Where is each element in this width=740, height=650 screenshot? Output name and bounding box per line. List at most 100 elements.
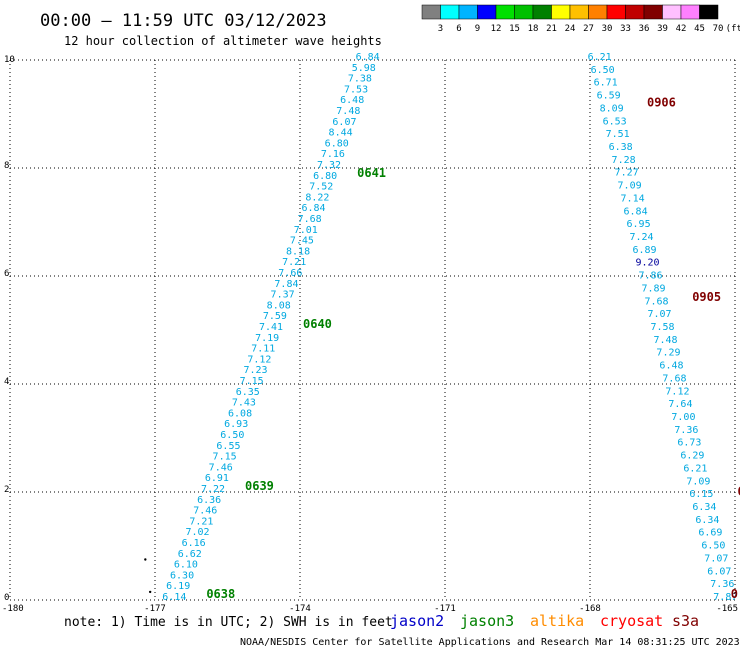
swh-value: 7.52 bbox=[309, 182, 333, 193]
swh-value: 6.84 bbox=[356, 52, 380, 63]
time-label: 090- bbox=[737, 484, 740, 498]
x-tick-label: -171 bbox=[434, 604, 456, 614]
colorbar-label: 45 bbox=[694, 24, 705, 34]
swh-value: 7.14 bbox=[621, 193, 645, 204]
time-label: 0905 bbox=[692, 290, 721, 304]
swh-value: 7.28 bbox=[612, 155, 636, 166]
satellite-legend: jason2 jason3 altika cryosat s3a bbox=[390, 612, 699, 630]
swh-value: 6.91 bbox=[205, 473, 229, 484]
colorbar-swatch bbox=[458, 4, 478, 20]
swh-value: 6.50 bbox=[220, 430, 244, 441]
time-labels: 0638 0639 0640 0641 0 090- 0905 0906 bbox=[206, 96, 740, 601]
swh-value: 7.02 bbox=[185, 527, 209, 538]
time-label: 0639 bbox=[245, 479, 274, 493]
swh-value: 7.86 bbox=[638, 271, 662, 282]
satellite-label: jason3 bbox=[460, 612, 514, 630]
colorbar-label: 24 bbox=[565, 24, 576, 34]
colorbar-label: 3 bbox=[438, 24, 443, 34]
swh-value: 7.68 bbox=[644, 296, 668, 307]
x-tick-label: -165 bbox=[716, 604, 738, 614]
swh-value: 6.29 bbox=[680, 451, 704, 462]
colorbar-label: (ft) bbox=[726, 24, 740, 34]
swh-value: 7.21 bbox=[282, 257, 306, 268]
swh-value: 7.58 bbox=[650, 322, 674, 333]
swh-value: 6.19 bbox=[166, 581, 190, 592]
swh-value: 6.84 bbox=[624, 206, 648, 217]
colorbar-swatch bbox=[662, 4, 682, 20]
swh-value: 7.23 bbox=[243, 365, 267, 376]
swh-value: 6.16 bbox=[182, 538, 206, 549]
colorbar-swatch bbox=[699, 4, 719, 20]
swh-value: 6.80 bbox=[325, 138, 349, 149]
swh-value: 9.20 bbox=[635, 258, 659, 269]
colorbar-swatch bbox=[643, 4, 663, 20]
x-tick-label: -177 bbox=[144, 604, 166, 614]
chart-title: 00:00 – 11:59 UTC 03/12/2023 bbox=[40, 11, 327, 31]
colorbar-swatch bbox=[625, 4, 645, 20]
swh-value: 6.55 bbox=[216, 441, 240, 452]
swh-value: 6.50 bbox=[701, 541, 725, 552]
swh-value: 7.48 bbox=[653, 335, 677, 346]
y-tick-label: 0 bbox=[4, 593, 9, 603]
swh-value: 7.48 bbox=[336, 106, 360, 117]
swh-value: 5.98 bbox=[352, 63, 376, 74]
swh-value: 8.18 bbox=[286, 246, 310, 257]
swh-value: 7.24 bbox=[630, 232, 654, 243]
swh-value: 7.41 bbox=[259, 322, 283, 333]
swh-value: 7.09 bbox=[686, 476, 710, 487]
time-label: 0 bbox=[731, 587, 738, 601]
swh-value: 6.30 bbox=[170, 570, 194, 581]
colorbar-label: 36 bbox=[639, 24, 650, 34]
swh-value: 6.93 bbox=[224, 419, 248, 430]
swh-value: 7.00 bbox=[671, 412, 695, 423]
swh-value: 7.84 bbox=[274, 279, 298, 290]
swh-value: 7.11 bbox=[251, 344, 275, 355]
swh-value: 7.53 bbox=[344, 84, 368, 95]
swh-value: 6.34 bbox=[692, 502, 716, 513]
y-axis-ticks: 0 2 4 6 8 10 bbox=[4, 55, 15, 603]
swh-value: 7.07 bbox=[704, 553, 728, 564]
swh-value: 8.08 bbox=[267, 300, 291, 311]
swh-value: 7.15 bbox=[213, 452, 237, 463]
swh-value: 7.68 bbox=[662, 373, 686, 384]
swh-value: 6.89 bbox=[633, 245, 657, 256]
swh-value: 6.50 bbox=[591, 65, 615, 76]
swh-value: 7.51 bbox=[606, 129, 630, 140]
colorbar-label: 18 bbox=[528, 24, 539, 34]
swh-value: 7.15 bbox=[240, 376, 264, 387]
colorbar-label: 39 bbox=[657, 24, 668, 34]
swh-value: 8.22 bbox=[305, 192, 329, 203]
colorbar-swatch bbox=[606, 4, 626, 20]
swh-value: 7.21 bbox=[189, 516, 213, 527]
swh-value: 7.27 bbox=[615, 168, 639, 179]
swh-value: 6.14 bbox=[162, 592, 186, 603]
colorbar-swatch bbox=[569, 4, 589, 20]
swh-value: 6.21 bbox=[683, 463, 707, 474]
colorbar-label: 70 bbox=[713, 24, 724, 34]
swh-value: 6.10 bbox=[174, 560, 198, 571]
colorbar-swatch bbox=[477, 4, 497, 20]
data-dot bbox=[144, 558, 147, 561]
swh-value: 7.01 bbox=[294, 225, 318, 236]
colorbar-swatch bbox=[440, 4, 460, 20]
swh-value: 6.95 bbox=[627, 219, 651, 230]
swh-value: 6.36 bbox=[197, 495, 221, 506]
time-label: 0906 bbox=[647, 96, 676, 110]
colorbar-swatch bbox=[532, 4, 552, 20]
footer-credit: NOAA/NESDIS Center for Satellite Applica… bbox=[240, 637, 740, 648]
swh-value: 6.48 bbox=[340, 95, 364, 106]
swh-value: 6.84 bbox=[301, 203, 325, 214]
swh-value: 6.53 bbox=[603, 116, 627, 127]
swh-value: 7.89 bbox=[641, 283, 665, 294]
swh-value: 6.08 bbox=[228, 408, 252, 419]
swh-value: 6.73 bbox=[677, 438, 701, 449]
swh-value: 7.12 bbox=[665, 386, 689, 397]
swh-value: 6.48 bbox=[659, 361, 683, 372]
colorbar-label: 33 bbox=[620, 24, 631, 34]
colorbar-label: 42 bbox=[676, 24, 687, 34]
swh-value: 8.09 bbox=[600, 103, 624, 114]
colorbar-swatch bbox=[421, 4, 441, 20]
y-tick-label: 10 bbox=[4, 55, 15, 65]
